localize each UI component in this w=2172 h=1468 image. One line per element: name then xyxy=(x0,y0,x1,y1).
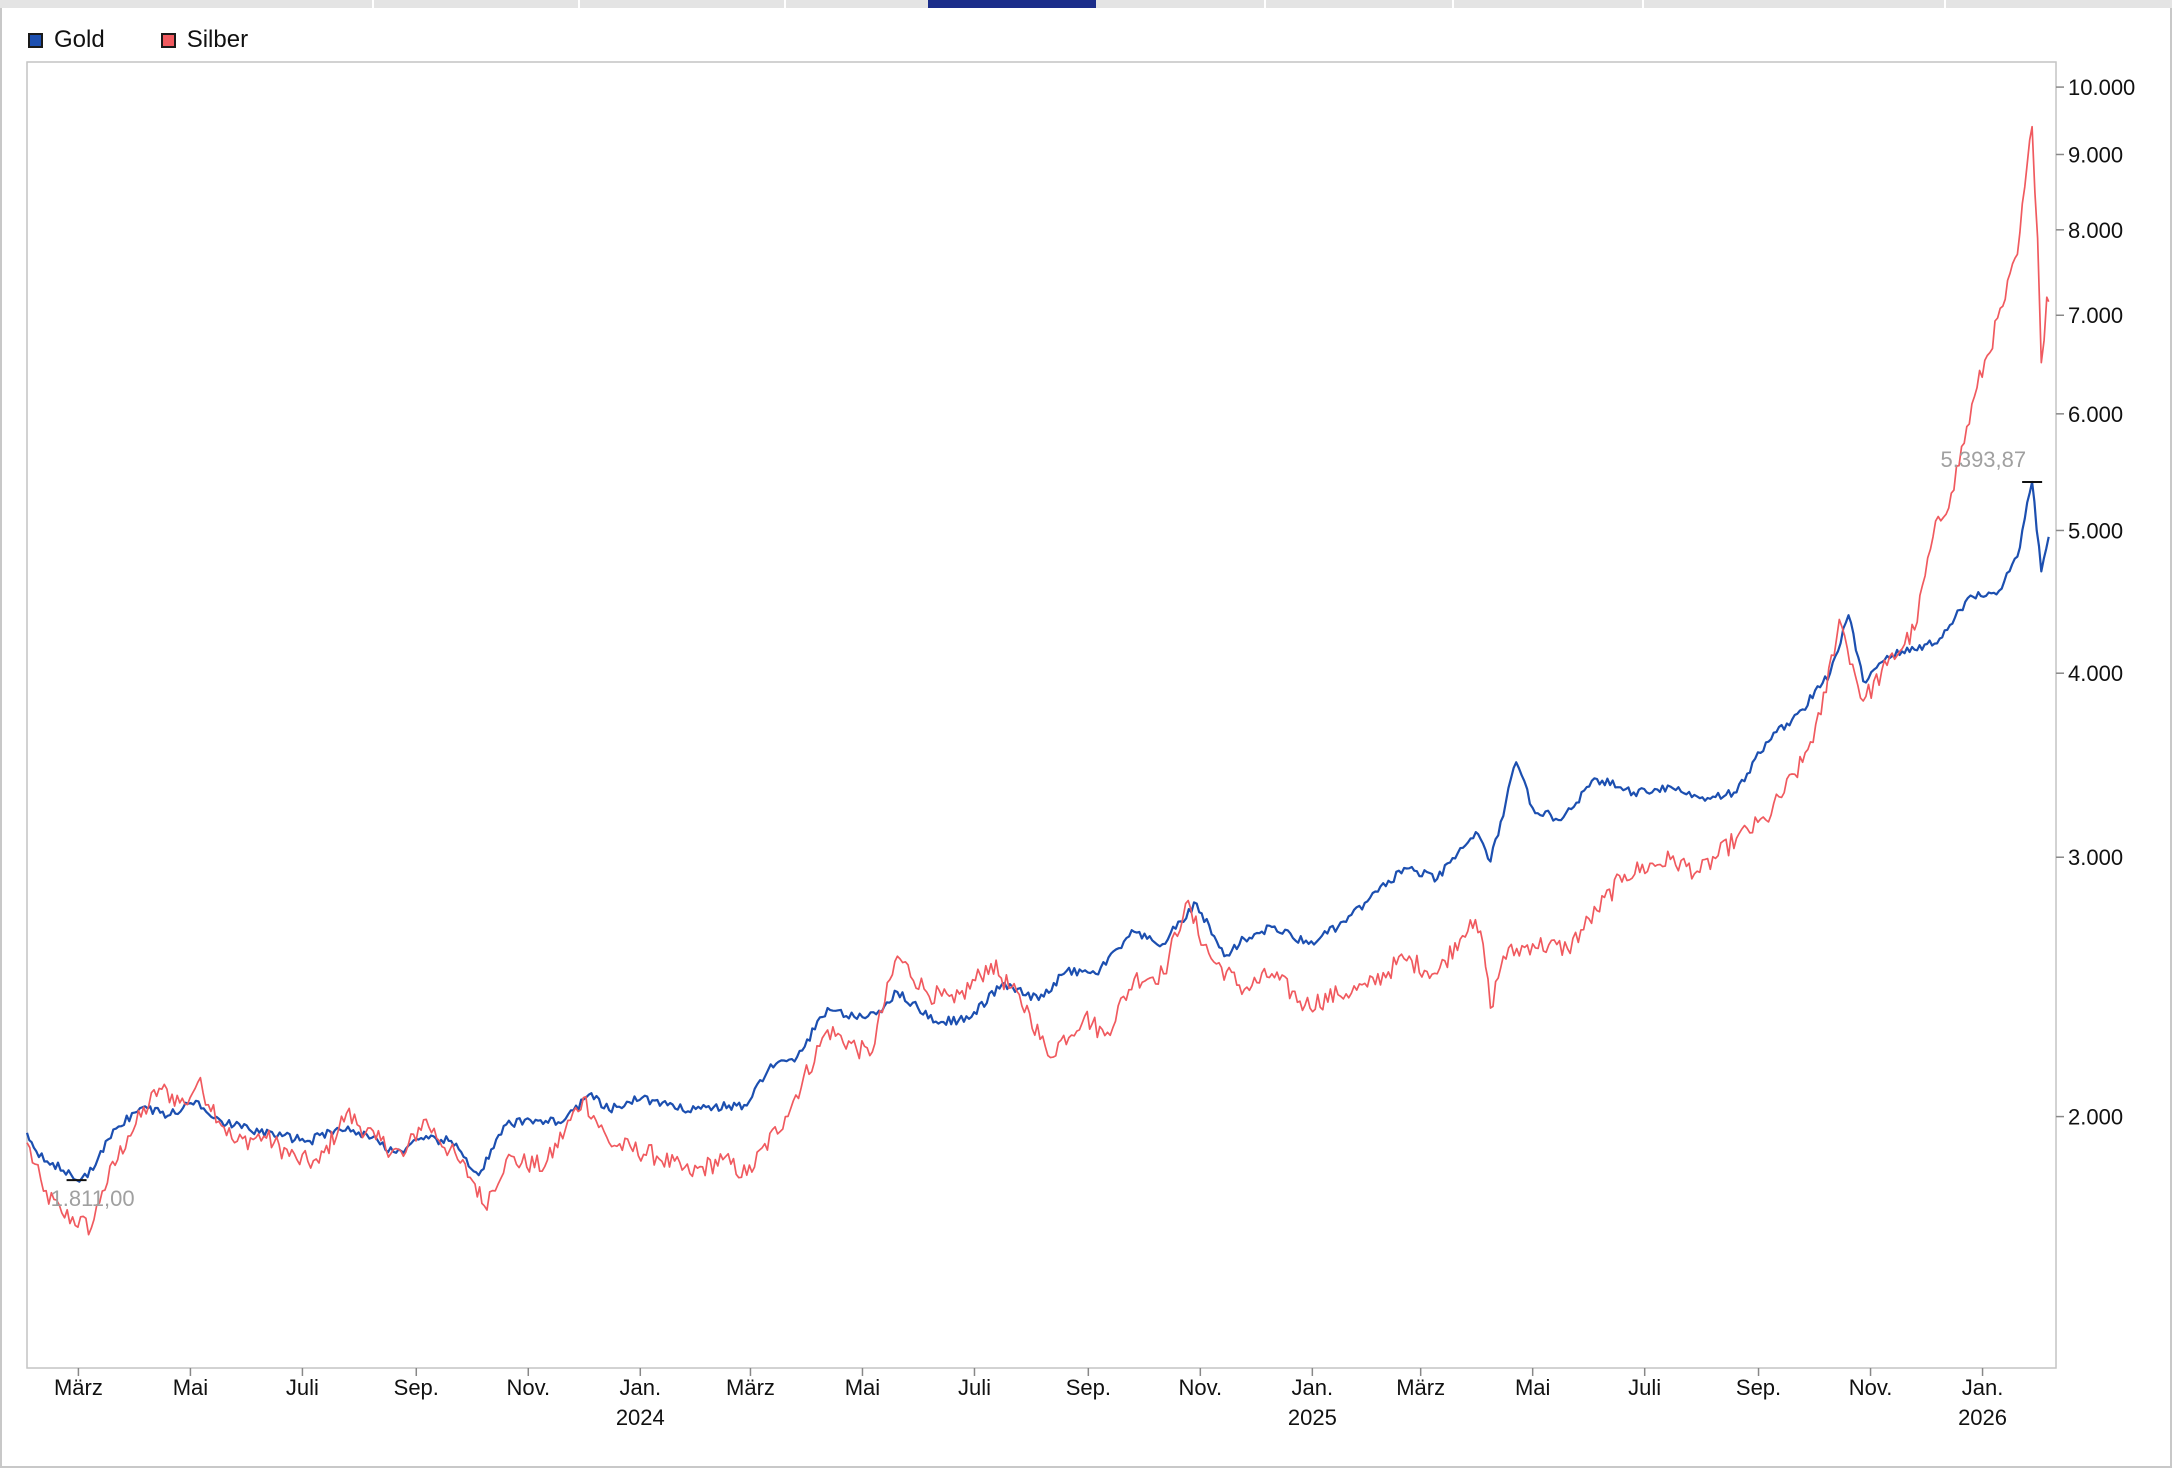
min-value-annotation: 1.811,00 xyxy=(51,1186,135,1211)
tab-separator xyxy=(784,0,786,8)
x-tick-label: März xyxy=(1396,1375,1445,1400)
x-tick-label: Sep. xyxy=(1736,1375,1781,1400)
x-tick-label: Nov. xyxy=(1179,1375,1223,1400)
tab-strip xyxy=(0,0,2172,8)
x-tick-label: März xyxy=(726,1375,775,1400)
x-tick-label: Jan. xyxy=(1292,1375,1334,1400)
x-year-label: 2026 xyxy=(1958,1405,2007,1430)
legend-item-gold[interactable]: Gold xyxy=(28,26,105,54)
x-tick-label: Juli xyxy=(958,1375,991,1400)
x-tick-label: Juli xyxy=(1628,1375,1661,1400)
y-tick-label: 6.000 xyxy=(2068,402,2123,427)
tab-separator xyxy=(1944,0,1946,8)
x-tick-label: März xyxy=(54,1375,103,1400)
legend-item-silber[interactable]: Silber xyxy=(160,26,249,54)
plot-area-border xyxy=(26,61,2057,1369)
x-year-label: 2025 xyxy=(1288,1405,1337,1430)
y-tick-label: 4.000 xyxy=(2068,661,2123,686)
x-tick-label: Jan. xyxy=(619,1375,661,1400)
x-tick-label: Nov. xyxy=(1849,1375,1893,1400)
x-tick-label: Mai xyxy=(845,1375,880,1400)
x-tick-label: Jan. xyxy=(1962,1375,2004,1400)
series-line-gold xyxy=(25,480,2050,1183)
y-tick-label: 10.000 xyxy=(2068,75,2135,100)
legend-label-silber: Silber xyxy=(186,26,249,53)
y-tick-label: 3.000 xyxy=(2068,845,2123,870)
chart-legend: Gold Silber xyxy=(28,26,304,54)
x-tick-label: Mai xyxy=(1515,1375,1550,1400)
y-tick-label: 7.000 xyxy=(2068,303,2123,328)
x-tick-label: Sep. xyxy=(394,1375,439,1400)
max-value-annotation: 5.393,87 xyxy=(1940,447,2026,472)
x-year-label: 2024 xyxy=(616,1405,665,1430)
x-tick-label: Sep. xyxy=(1066,1375,1111,1400)
y-tick-label: 2.000 xyxy=(2068,1105,2123,1130)
tab-separator xyxy=(372,0,374,8)
legend-swatch-gold xyxy=(28,32,43,48)
x-tick-label: Juli xyxy=(286,1375,319,1400)
x-tick-label: Mai xyxy=(173,1375,208,1400)
active-tab-indicator[interactable] xyxy=(928,0,1096,8)
tab-separator xyxy=(578,0,580,8)
x-tick-label: Nov. xyxy=(506,1375,550,1400)
legend-label-gold: Gold xyxy=(54,26,105,53)
legend-swatch-silber xyxy=(160,32,176,48)
tab-separator xyxy=(1452,0,1454,8)
tab-separator xyxy=(1642,0,1644,8)
y-tick-label: 8.000 xyxy=(2068,218,2123,243)
tab-separator xyxy=(1264,0,1266,8)
y-tick-label: 5.000 xyxy=(2068,518,2123,543)
series-line-silber xyxy=(26,125,2050,1236)
y-tick-label: 9.000 xyxy=(2068,142,2123,167)
